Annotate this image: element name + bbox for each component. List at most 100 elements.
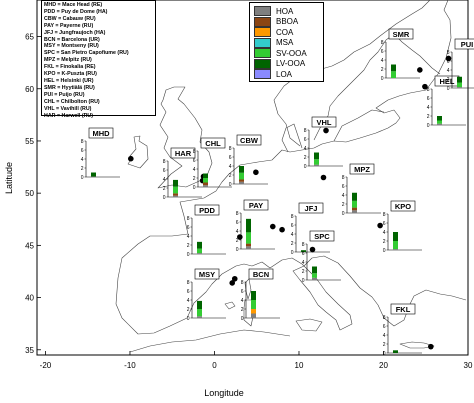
inset-tick-label: 4 — [304, 146, 307, 152]
inset-tick-label: 2 — [342, 202, 345, 208]
inset-tick-label: 4 — [236, 229, 239, 235]
inset-label-box — [194, 204, 220, 216]
y-tick-label: 35 — [25, 346, 34, 355]
inset-tick-label: 4 — [187, 234, 190, 240]
inset-tick-label: 0 — [229, 182, 232, 188]
inset-tick-label: 2 — [304, 155, 307, 161]
inset-tick-label: 8 — [193, 149, 196, 155]
site-dot-jfj — [279, 226, 285, 233]
inset-bar-lv-ooa — [393, 232, 398, 241]
legend-label: MSA — [276, 38, 294, 48]
inset-bar-lv-ooa — [91, 172, 96, 177]
inset-tick-label: 0 — [193, 185, 196, 191]
site-dot-fkl — [428, 343, 434, 350]
site-dot-bcn — [229, 280, 236, 286]
inset-bar-sv-ooa — [239, 172, 244, 180]
inset-site-label: HEL — [440, 77, 455, 86]
y-tick-label: 65 — [25, 33, 34, 42]
inset-cbw: 0 2 4 6 8 CBW — [229, 134, 268, 188]
site-legend: MHD = Mace Head (RE) PDD = Puy de Dome (H… — [41, 0, 156, 119]
inset-bar-lv-ooa — [203, 173, 208, 178]
site-legend-entry: HEL = Helsinki (UR) — [44, 77, 94, 84]
inset-bar-hoa — [352, 210, 357, 213]
inset-label-box — [298, 202, 324, 214]
legend-swatch — [254, 48, 271, 59]
legend-swatch — [254, 69, 271, 80]
site-dot-pui — [445, 55, 452, 62]
site-legend-entry: KPO = K-Puszta (RU) — [44, 71, 97, 78]
inset-bar-hoa — [457, 87, 462, 88]
inset-bar-hoa — [314, 164, 319, 166]
coast-scandinavia — [273, 0, 431, 147]
inset-tick-label: 4 — [427, 105, 430, 111]
x-tick-label: 10 — [295, 361, 304, 370]
inset-bar-bboa — [246, 243, 251, 247]
coast-ireland — [127, 135, 149, 169]
inset-tick-label: 2 — [236, 238, 239, 244]
inset-bar-hoa — [251, 313, 256, 318]
coast-sicily — [295, 318, 323, 332]
inset-site-label: HAR — [175, 149, 192, 158]
inset-tick-label: 8 — [381, 40, 384, 46]
site-dot-kpo — [377, 222, 383, 229]
y-tick-label: 60 — [25, 85, 34, 94]
inset-tick-label: 6 — [383, 221, 386, 227]
legend-label: SV-OOA — [276, 48, 307, 58]
inset-tick-label: 8 — [383, 315, 386, 321]
inset-tick-label: 4 — [187, 298, 190, 304]
inset-bar-lv-ooa — [352, 192, 357, 201]
component-legend-entry: LV-OOA — [254, 58, 319, 70]
inset-tick-label: 0 — [163, 195, 166, 201]
inset-bar-sv-ooa — [352, 200, 357, 208]
x-tick-label: 20 — [379, 361, 388, 370]
plot-frame — [36, 0, 469, 356]
inset-bar-lv-ooa — [197, 241, 202, 249]
inset-tick-label: 6 — [291, 223, 294, 229]
inset-tick-label: 2 — [229, 173, 232, 179]
inset-site-label: FKL — [396, 305, 411, 314]
inset-tick-label: 0 — [187, 252, 190, 258]
inset-site-label: MSY — [199, 270, 215, 279]
inset-site-label: SPC — [314, 232, 330, 241]
x-axis: -20 -10 0 10 20 30 — [40, 351, 473, 370]
inset-bar-sv-ooa — [197, 248, 202, 254]
component-legend-entry: LOA — [254, 69, 319, 80]
inset-tick-label: 0 — [236, 247, 239, 253]
y-axis: 35 40 45 50 55 60 65 — [25, 33, 41, 355]
y-tick-label: 40 — [25, 294, 34, 303]
inset-bar-lv-ooa — [393, 350, 398, 353]
site-legend-entry: MSY = Montseny (RU) — [44, 43, 99, 50]
inset-site-label: CHL — [205, 139, 221, 148]
inset-tick-label: 2 — [163, 186, 166, 192]
inset-tick-label: 4 — [241, 298, 244, 304]
inset-tick-label: 2 — [447, 77, 450, 83]
legend-label: LV-OOA — [276, 59, 306, 69]
inset-site-label: MHD — [92, 129, 110, 138]
x-tick-label: 30 — [464, 361, 473, 370]
inset-tick-label: 6 — [163, 168, 166, 174]
component-legend-entry: BBOA — [254, 16, 319, 28]
inset-tick-label: 2 — [241, 307, 244, 313]
inset-label-box — [311, 116, 337, 128]
inset-tick-label: 8 — [427, 87, 430, 93]
inset-spc: 0 2 4 6 8 SPC — [302, 230, 341, 284]
inset-bar-sv-ooa — [393, 241, 398, 250]
inset-tick-label: 8 — [187, 216, 190, 222]
site-legend-entry: MHD = Mace Head (RE) — [44, 2, 103, 8]
inset-tick-label: 8 — [236, 211, 239, 217]
inset-tick-label: 2 — [302, 269, 305, 275]
inset-site-label: VHL — [317, 118, 332, 127]
x-axis-label: Longitude — [204, 388, 244, 398]
inset-mpz: 0 2 4 6 8 MPZ — [342, 163, 381, 217]
inset-tick-label: 2 — [381, 67, 384, 73]
inset-tick-label: 4 — [447, 68, 450, 74]
legend-swatch — [254, 27, 271, 38]
component-legend-entry: MSA — [254, 37, 319, 49]
coast-africa — [129, 329, 291, 353]
inset-tick-label: 6 — [302, 251, 305, 257]
inset-tick-label: 0 — [302, 278, 305, 284]
site-legend-entry: JFJ = Jungfraujoch (HA) — [44, 29, 106, 36]
site-legend-entry: MPZ = Melpitz (RU) — [44, 57, 92, 64]
inset-tick-label: 0 — [383, 351, 386, 357]
